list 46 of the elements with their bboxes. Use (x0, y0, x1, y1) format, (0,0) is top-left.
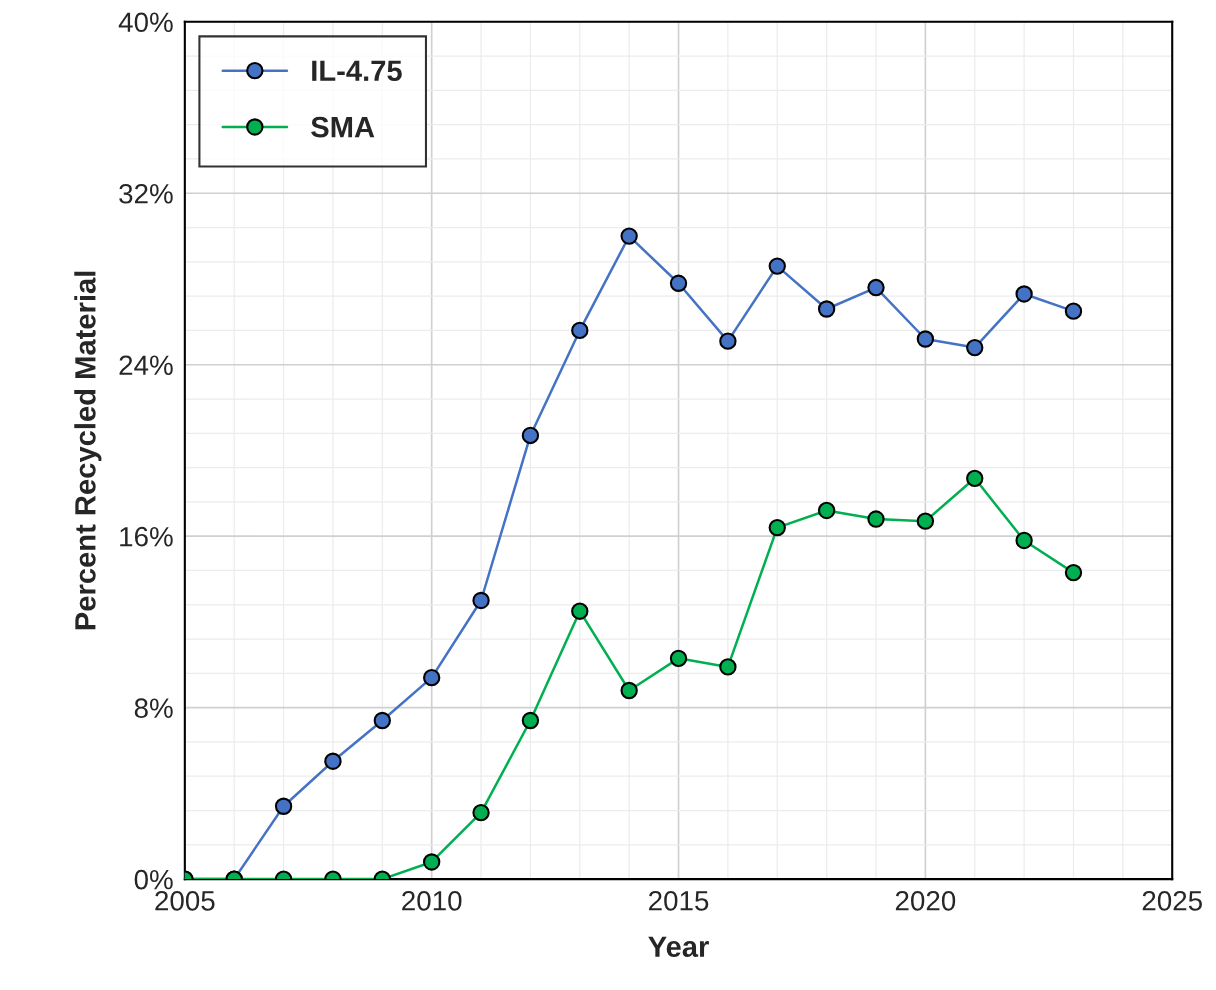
point (719, 332, 737, 350)
point (1064, 302, 1083, 320)
point (916, 330, 935, 348)
point (867, 510, 885, 528)
point (817, 300, 836, 318)
point (274, 797, 293, 815)
point (768, 518, 786, 537)
point (324, 752, 342, 770)
point (669, 274, 688, 292)
point (571, 321, 589, 340)
point (867, 278, 885, 297)
legend-label: IL-4.75 (312, 60, 402, 82)
point (817, 501, 836, 520)
point (1064, 563, 1083, 582)
x-tick-label: 2015 (649, 890, 709, 911)
point (966, 338, 984, 357)
point (1015, 531, 1033, 550)
point (521, 426, 540, 445)
point (521, 711, 540, 730)
point (423, 853, 441, 871)
y-tick-label: 32% (119, 183, 173, 204)
x-tick-label: 2005 (155, 890, 215, 911)
point (571, 602, 589, 620)
legend-label: SMA (311, 116, 375, 138)
point (472, 804, 490, 822)
y-tick-label: 8% (134, 698, 173, 718)
point (620, 681, 638, 700)
point (966, 469, 984, 487)
y-tick-label: 24% (119, 355, 173, 375)
point (768, 257, 786, 275)
point (472, 591, 490, 610)
x-axis-title: Year (648, 936, 709, 957)
point (620, 227, 638, 245)
point (719, 658, 737, 676)
point (1015, 285, 1033, 303)
y-tick-label: 16% (120, 526, 173, 547)
point (916, 512, 935, 530)
x-tick-label: 2020 (895, 890, 956, 911)
point (423, 668, 441, 687)
x-tick-label: 2025 (1142, 890, 1202, 911)
x-tick-label: 2010 (402, 890, 462, 911)
point (669, 649, 688, 668)
y-axis-title: Percent Recycled Material (74, 271, 102, 630)
point (373, 711, 391, 730)
y-tick-label: 40% (118, 12, 173, 33)
y-tick-label: 0% (134, 869, 173, 890)
